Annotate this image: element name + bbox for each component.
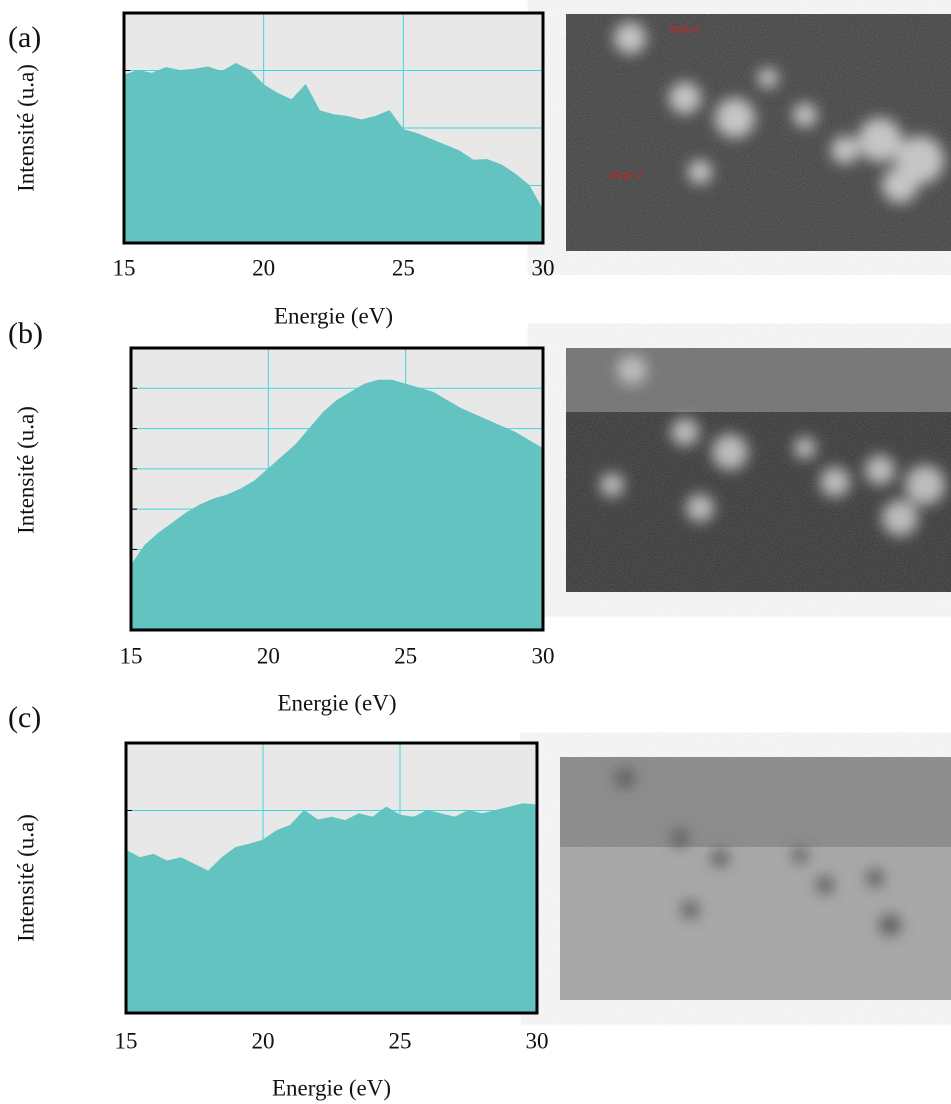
image-label: Bulle1	[670, 24, 699, 36]
x-tick-label: 15	[113, 255, 136, 280]
panel-label: (b)	[8, 317, 43, 350]
x-tick-label: 25	[392, 255, 415, 280]
x-tick-label: 15	[120, 643, 143, 668]
x-axis-label: Energie (eV)	[274, 303, 393, 328]
x-tick-label: 20	[252, 255, 275, 280]
spectrum-area	[130, 379, 544, 631]
spectrum-area	[123, 63, 544, 244]
micrograph-a	[566, 14, 951, 251]
spectrum-area	[125, 803, 538, 1014]
x-tick-label: 30	[532, 255, 555, 280]
plot-frame	[124, 741, 539, 1015]
image-label: Bulle 2	[610, 170, 642, 182]
y-axis-label: Intensité (u.a)	[13, 814, 38, 942]
x-tick-label: 25	[389, 1028, 412, 1053]
x-tick-label: 20	[257, 643, 280, 668]
y-axis-label: Intensité (u.a)	[13, 406, 38, 534]
panel-label: (c)	[8, 701, 41, 734]
micrograph-c	[560, 757, 951, 1000]
panel-label: (a)	[8, 21, 41, 54]
x-tick-label: 25	[394, 643, 417, 668]
x-tick-label: 30	[532, 643, 555, 668]
y-axis-label: Intensité (u.a)	[13, 64, 38, 192]
plot-frame	[122, 11, 545, 245]
plot-frame	[129, 346, 545, 632]
micrograph-b	[566, 348, 951, 592]
x-tick-label: 15	[115, 1028, 138, 1053]
x-tick-label: 30	[526, 1028, 549, 1053]
x-axis-label: Energie (eV)	[272, 1075, 391, 1100]
x-tick-label: 20	[252, 1028, 275, 1053]
x-axis-label: Energie (eV)	[278, 690, 397, 715]
